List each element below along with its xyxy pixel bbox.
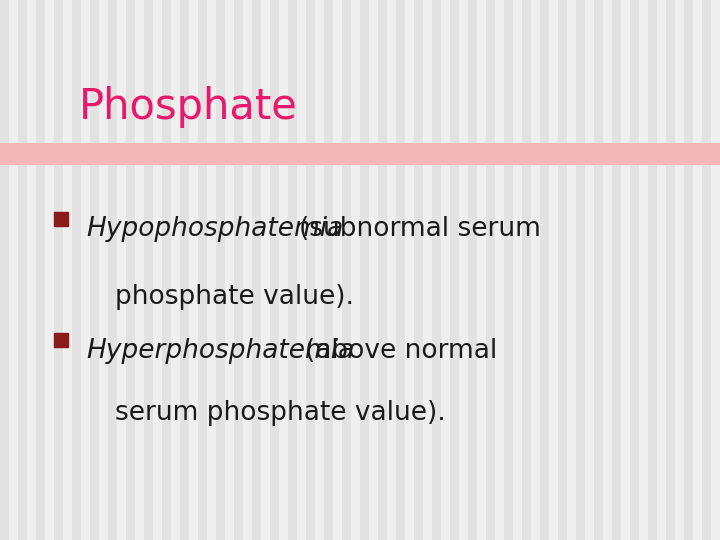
Bar	[252, 0, 261, 540]
Bar	[306, 0, 315, 540]
Bar	[297, 0, 306, 540]
Bar	[468, 0, 477, 540]
Bar	[612, 0, 621, 540]
Bar	[684, 0, 693, 540]
Bar	[0, 143, 720, 165]
Bar	[153, 0, 162, 540]
Bar	[216, 0, 225, 540]
Bar	[558, 0, 567, 540]
Bar	[198, 0, 207, 540]
Text: (above normal: (above normal	[305, 338, 497, 363]
Bar	[279, 0, 288, 540]
Bar	[693, 0, 702, 540]
Bar	[288, 0, 297, 540]
Point	[55, 214, 67, 223]
Bar	[486, 0, 495, 540]
Bar	[549, 0, 558, 540]
Bar	[657, 0, 666, 540]
Bar	[702, 0, 711, 540]
Bar	[0, 0, 9, 540]
Bar	[342, 0, 351, 540]
Text: Phosphate: Phosphate	[79, 86, 298, 129]
Bar	[369, 0, 378, 540]
Bar	[423, 0, 432, 540]
Bar	[261, 0, 270, 540]
Bar	[225, 0, 234, 540]
Bar	[18, 0, 27, 540]
Text: Hypophosphatemia: Hypophosphatemia	[86, 216, 343, 242]
Bar	[99, 0, 108, 540]
Bar	[630, 0, 639, 540]
Bar	[504, 0, 513, 540]
Bar	[90, 0, 99, 540]
Bar	[108, 0, 117, 540]
Bar	[711, 0, 720, 540]
Bar	[162, 0, 171, 540]
Point	[55, 336, 67, 345]
Bar	[576, 0, 585, 540]
Bar	[333, 0, 342, 540]
Bar	[135, 0, 144, 540]
Bar	[63, 0, 72, 540]
Bar	[234, 0, 243, 540]
Bar	[621, 0, 630, 540]
Bar	[72, 0, 81, 540]
Bar	[513, 0, 522, 540]
Bar	[531, 0, 540, 540]
Bar	[81, 0, 90, 540]
Bar	[567, 0, 576, 540]
Bar	[144, 0, 153, 540]
Bar	[414, 0, 423, 540]
Bar	[648, 0, 657, 540]
Bar	[378, 0, 387, 540]
Text: Hyperphosphatemia: Hyperphosphatemia	[86, 338, 355, 363]
Bar	[405, 0, 414, 540]
Bar	[315, 0, 324, 540]
Bar	[522, 0, 531, 540]
Bar	[243, 0, 252, 540]
Bar	[477, 0, 486, 540]
Bar	[45, 0, 54, 540]
Bar	[54, 0, 63, 540]
Bar	[432, 0, 441, 540]
Bar	[360, 0, 369, 540]
Text: phosphate value).: phosphate value).	[115, 284, 354, 309]
Bar	[594, 0, 603, 540]
Bar	[180, 0, 189, 540]
Bar	[666, 0, 675, 540]
Bar	[387, 0, 396, 540]
Bar	[270, 0, 279, 540]
Bar	[639, 0, 648, 540]
Bar	[126, 0, 135, 540]
Bar	[9, 0, 18, 540]
Bar	[171, 0, 180, 540]
Bar	[450, 0, 459, 540]
Bar	[540, 0, 549, 540]
Bar	[603, 0, 612, 540]
Bar	[351, 0, 360, 540]
Bar	[189, 0, 198, 540]
Bar	[324, 0, 333, 540]
Bar	[27, 0, 36, 540]
Text: (subnormal serum: (subnormal serum	[299, 216, 541, 242]
Bar	[495, 0, 504, 540]
Bar	[396, 0, 405, 540]
Bar	[459, 0, 468, 540]
Bar	[36, 0, 45, 540]
Bar	[117, 0, 126, 540]
Bar	[585, 0, 594, 540]
Bar	[675, 0, 684, 540]
Bar	[441, 0, 450, 540]
Text: serum phosphate value).: serum phosphate value).	[115, 400, 446, 426]
Bar	[207, 0, 216, 540]
